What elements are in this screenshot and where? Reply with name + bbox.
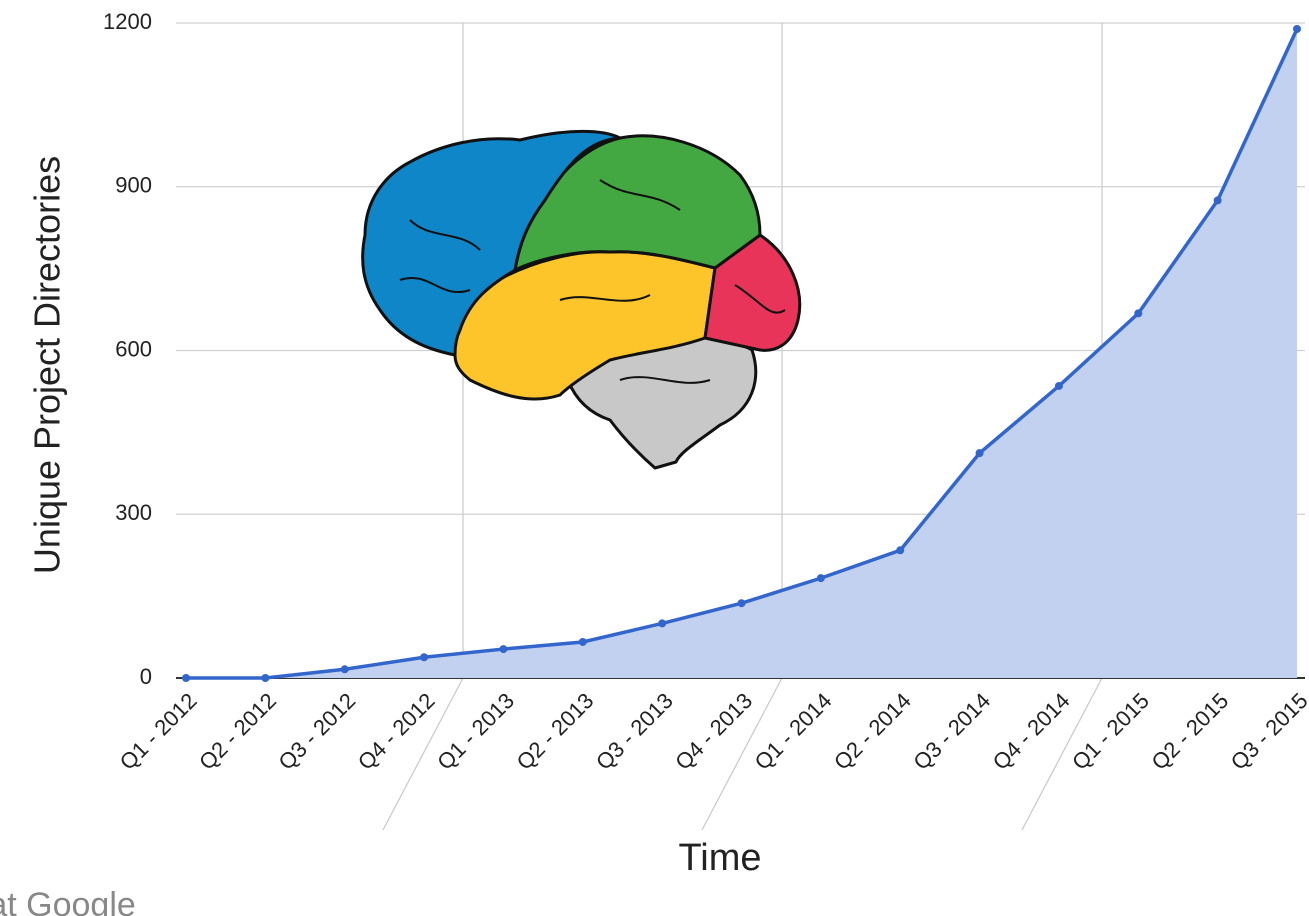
chart: 03006009001200Q1 - 2012Q2 - 2012Q3 - 201…: [0, 0, 1309, 916]
y-axis-title: Unique Project Directories: [27, 156, 68, 574]
x-tick-label: Q3 - 2013: [591, 688, 678, 775]
x-tick-label: Q2 - 2013: [512, 688, 599, 775]
point: [420, 653, 428, 661]
x-tick-label: Q1 - 2015: [1067, 688, 1154, 775]
x-tick-label: Q2 - 2014: [829, 688, 916, 775]
point: [658, 619, 666, 627]
x-tick-label: Q4 - 2012: [353, 688, 440, 775]
point: [1134, 309, 1142, 317]
x-tick-label: Q2 - 2012: [194, 688, 281, 775]
footer-text: n at Google: [0, 886, 136, 916]
x-tick-label: Q3 - 2014: [908, 688, 995, 775]
x-tick-label: Q1 - 2014: [750, 688, 837, 775]
y-tick-label: 300: [115, 500, 152, 525]
point: [341, 665, 349, 673]
y-tick-label: 1200: [103, 9, 152, 34]
y-tick-label: 900: [115, 173, 152, 198]
point: [976, 449, 984, 457]
point: [182, 674, 190, 682]
x-tick-label: Q1 - 2012: [115, 688, 202, 775]
x-tick-label: Q4 - 2014: [988, 688, 1075, 775]
point: [896, 546, 904, 554]
point: [738, 599, 746, 607]
x-axis-title: Time: [678, 837, 761, 879]
x-tick-label: Q4 - 2013: [670, 688, 757, 775]
y-tick-label: 0: [140, 664, 152, 689]
brain-illustration: [363, 131, 800, 468]
point: [1214, 196, 1222, 204]
y-tick-label: 600: [115, 336, 152, 361]
point: [579, 638, 587, 646]
point: [1293, 25, 1301, 33]
x-tick-label: Q1 - 2013: [432, 688, 519, 775]
x-tick-label: Q3 - 2015: [1226, 688, 1309, 775]
point: [499, 645, 507, 653]
point: [261, 674, 269, 682]
point: [817, 574, 825, 582]
point: [1055, 382, 1063, 390]
x-tick-label: Q2 - 2015: [1146, 688, 1233, 775]
x-tick-label: Q3 - 2012: [273, 688, 360, 775]
